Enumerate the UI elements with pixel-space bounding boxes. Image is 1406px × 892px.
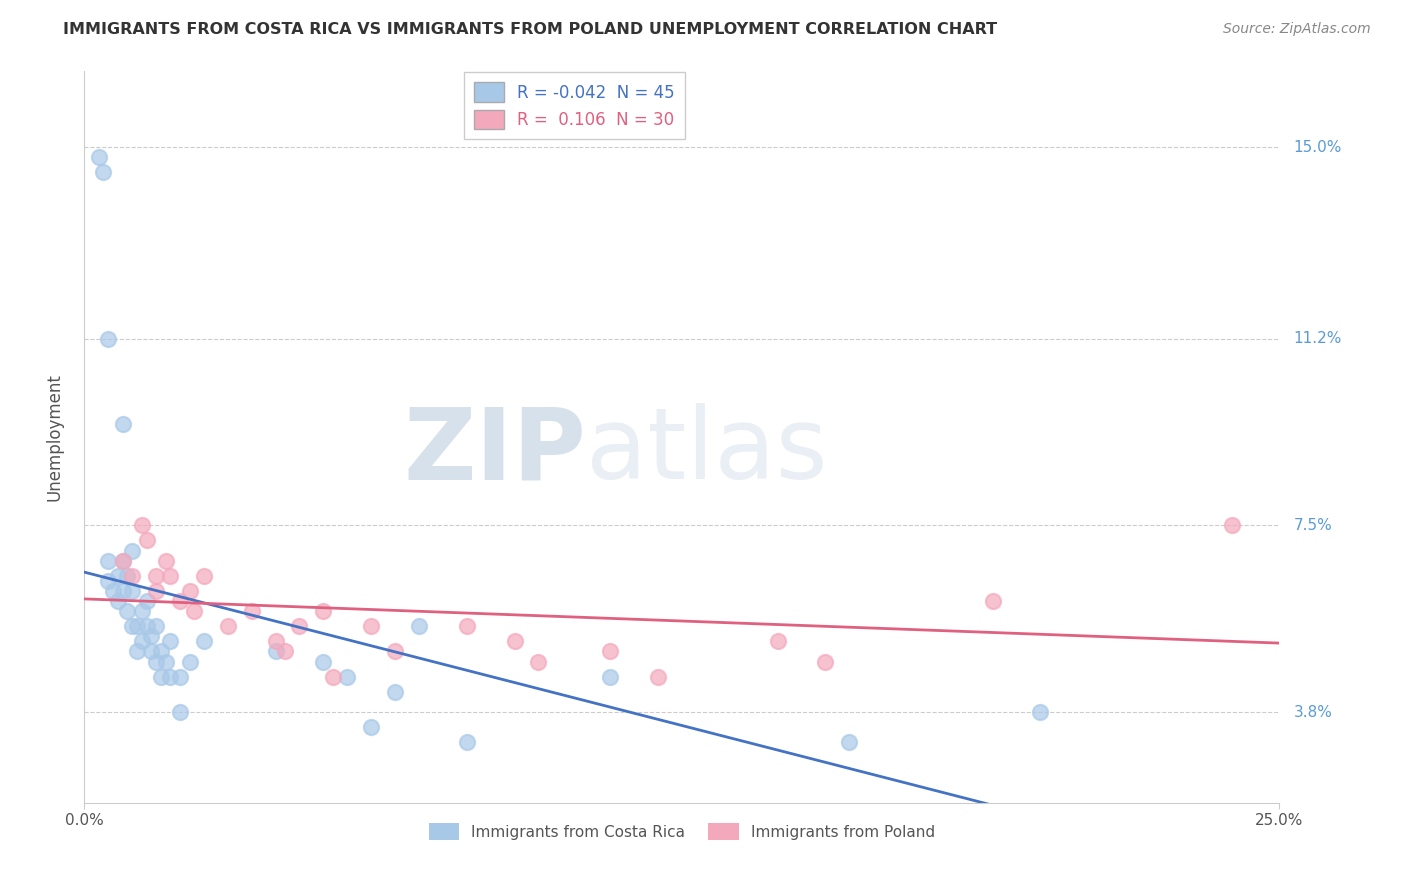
Point (264, 644, 287, 658)
Point (121, 569, 143, 583)
Point (145, 655, 167, 669)
Point (155, 655, 177, 669)
Point (107, 594, 129, 608)
Point (125, 619, 148, 633)
Point (111, 583, 134, 598)
Text: atlas: atlas (586, 403, 828, 500)
Point (101, 583, 124, 598)
Point (97, 332, 120, 346)
Legend: Immigrants from Costa Rica, Immigrants from Poland: Immigrants from Costa Rica, Immigrants f… (422, 816, 942, 847)
Point (456, 619, 478, 633)
Point (360, 619, 382, 633)
Text: IMMIGRANTS FROM COSTA RICA VS IMMIGRANTS FROM POLAND UNEMPLOYMENT CORRELATION CH: IMMIGRANTS FROM COSTA RICA VS IMMIGRANTS… (63, 22, 997, 37)
Point (107, 569, 129, 583)
Point (141, 629, 163, 643)
Point (135, 619, 157, 633)
Point (264, 634, 287, 648)
Point (169, 705, 191, 719)
Point (159, 634, 181, 648)
Point (97, 574, 120, 588)
Point (125, 644, 148, 658)
Point (312, 604, 335, 618)
Point (336, 670, 359, 684)
Point (159, 569, 181, 583)
Point (145, 583, 167, 598)
Point (135, 594, 157, 608)
Point (217, 619, 239, 633)
Point (814, 655, 837, 669)
Text: 3.8%: 3.8% (1294, 705, 1333, 720)
Point (141, 644, 163, 658)
Point (193, 569, 215, 583)
Point (131, 604, 153, 618)
Point (117, 604, 139, 618)
Text: Source: ZipAtlas.com: Source: ZipAtlas.com (1223, 22, 1371, 37)
Point (111, 554, 134, 568)
Point (179, 583, 201, 598)
Point (647, 670, 669, 684)
Point (360, 720, 382, 734)
Point (183, 604, 205, 618)
Point (131, 518, 153, 533)
Point (121, 619, 143, 633)
Text: 7.5%: 7.5% (1294, 518, 1333, 533)
Point (981, 594, 1004, 608)
Point (599, 644, 621, 658)
Point (193, 634, 215, 648)
Text: ZIP: ZIP (404, 403, 586, 500)
Point (838, 735, 860, 749)
Point (111, 554, 134, 568)
Point (179, 655, 201, 669)
Point (322, 670, 344, 684)
Text: 15.0%: 15.0% (1294, 139, 1343, 154)
Point (384, 644, 406, 658)
Point (97, 554, 120, 568)
Point (135, 533, 157, 548)
Point (527, 655, 550, 669)
Point (288, 619, 311, 633)
Point (384, 685, 406, 699)
Point (121, 543, 143, 558)
Point (149, 644, 172, 658)
Point (131, 634, 153, 648)
Point (87, 150, 110, 164)
Point (408, 619, 430, 633)
Point (1220, 518, 1243, 533)
Point (599, 670, 621, 684)
Point (240, 604, 263, 618)
Point (274, 644, 297, 658)
Point (766, 634, 789, 648)
Point (312, 655, 335, 669)
Text: Unemployment: Unemployment (45, 373, 63, 501)
Point (93, 165, 115, 179)
Point (145, 619, 167, 633)
Point (456, 735, 478, 749)
Text: 11.2%: 11.2% (1294, 331, 1343, 346)
Point (169, 670, 191, 684)
Point (111, 417, 134, 432)
Point (145, 569, 167, 583)
Point (149, 670, 172, 684)
Point (159, 670, 181, 684)
Point (117, 569, 139, 583)
Point (121, 583, 143, 598)
Point (503, 634, 526, 648)
Point (1029, 705, 1052, 719)
Point (155, 554, 177, 568)
Point (169, 594, 191, 608)
